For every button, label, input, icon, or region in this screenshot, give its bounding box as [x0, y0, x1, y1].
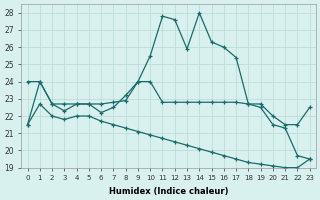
X-axis label: Humidex (Indice chaleur): Humidex (Indice chaleur): [109, 187, 228, 196]
